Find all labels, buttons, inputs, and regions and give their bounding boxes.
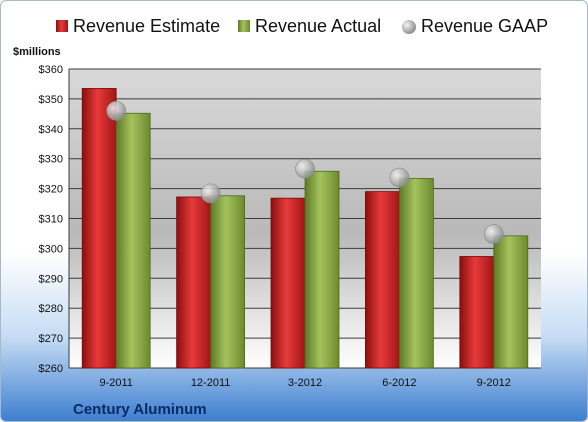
bars: [81, 88, 529, 369]
y-axis-ticks: $260 $270 $280 $290 $300 $310 $320 $330 $340 $350…: [39, 64, 63, 375]
legend: Revenue Estimate Revenue Actual Revenue …: [56, 16, 548, 36]
bar-revenue-estimate: [364, 191, 400, 369]
marker-revenue-gaap: [106, 101, 126, 121]
y-axis-unit-label: $millions: [13, 46, 61, 58]
gaap-markers: [106, 101, 504, 244]
legend-label-revenue-gaap: Revenue GAAP: [421, 16, 548, 36]
legend-swatch-revenue-estimate: [56, 20, 68, 32]
legend-label-revenue-actual: Revenue Actual: [255, 16, 381, 36]
bar-revenue-actual: [398, 178, 434, 369]
company-name: Century Aluminum: [73, 401, 207, 418]
x-tick-label: 6-2012: [382, 377, 416, 389]
legend-label-revenue-estimate: Revenue Estimate: [73, 16, 220, 36]
y-tick-label: $310: [39, 214, 63, 226]
bar-revenue-actual: [115, 112, 151, 369]
bar-revenue-estimate: [270, 197, 306, 369]
y-tick-label: $340: [39, 124, 63, 136]
marker-revenue-gaap: [295, 159, 315, 179]
x-tick-label: 9-2012: [477, 377, 511, 389]
y-tick-label: $300: [39, 243, 63, 255]
y-tick-label: $330: [39, 154, 63, 166]
y-tick-label: $290: [39, 273, 63, 285]
bar-revenue-actual: [210, 195, 246, 369]
legend-swatch-revenue-gaap: [402, 20, 416, 34]
bar-revenue-actual: [493, 235, 529, 369]
bar-revenue-estimate: [459, 256, 495, 369]
y-tick-label: $270: [39, 333, 63, 345]
bar-revenue-actual: [304, 170, 340, 369]
marker-revenue-gaap: [483, 224, 504, 244]
bar-revenue-estimate: [81, 88, 117, 369]
y-tick-label: $360: [39, 64, 63, 76]
y-tick-label: $320: [39, 184, 63, 196]
marker-revenue-gaap: [389, 167, 410, 188]
marker-revenue-gaap: [200, 183, 221, 204]
y-tick-label: $280: [39, 303, 63, 315]
y-tick-label: $350: [39, 94, 63, 106]
bar-revenue-estimate: [176, 196, 212, 369]
x-axis-ticks: 9-2011 12-2011 3-2012 6-2012 9-2012: [99, 377, 510, 389]
x-tick-label: 3-2012: [288, 377, 322, 389]
legend-swatch-revenue-actual: [238, 20, 250, 32]
y-tick-label: $260: [39, 363, 63, 375]
x-tick-label: 9-2011: [99, 377, 132, 389]
x-tick-label: 12-2011: [191, 377, 231, 389]
